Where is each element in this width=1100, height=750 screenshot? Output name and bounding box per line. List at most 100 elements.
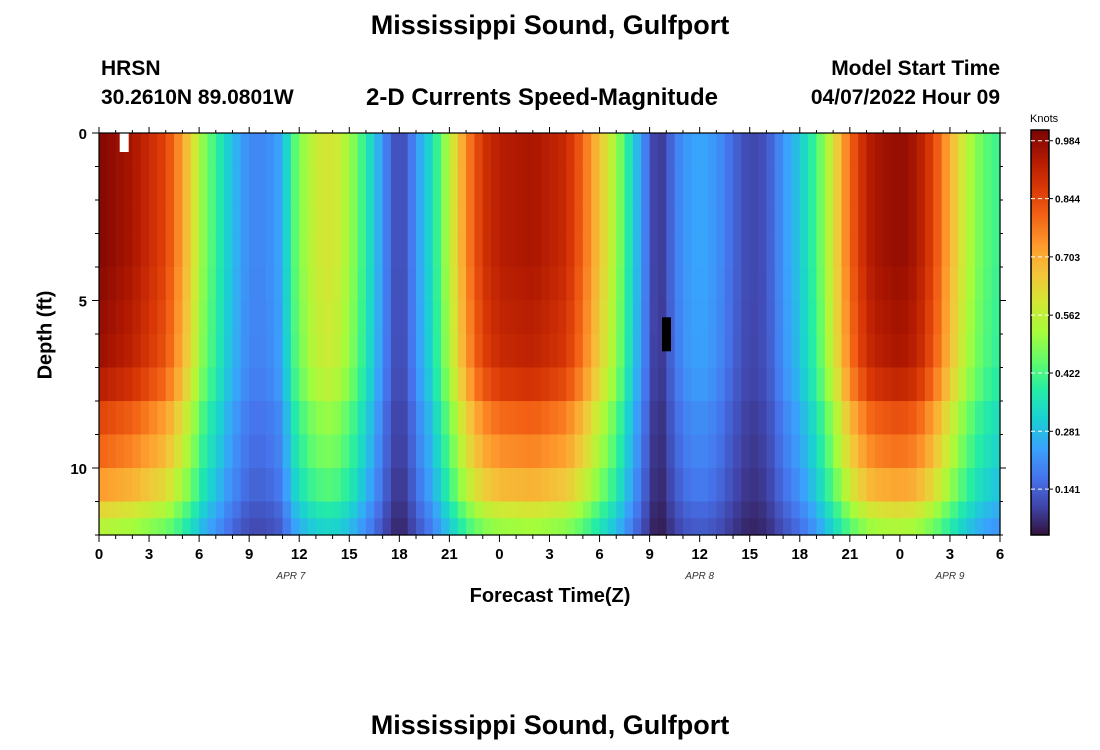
- colorbar-tick-label: 0.141: [1055, 485, 1080, 496]
- heatmap-cell: [215, 434, 225, 469]
- heatmap-cell: [816, 300, 826, 335]
- heatmap-cell: [666, 233, 676, 268]
- heatmap-cell: [733, 434, 742, 469]
- heatmap-cell: [724, 518, 734, 536]
- heatmap-cell: [791, 200, 801, 235]
- heatmap-cell: [966, 434, 976, 469]
- heatmap-cell: [207, 518, 217, 536]
- heatmap-cell: [716, 518, 726, 536]
- heatmap-cell: [933, 233, 943, 268]
- heatmap-cell: [699, 166, 709, 201]
- y-tick-label: 5: [79, 294, 87, 311]
- heatmap-cell: [833, 367, 843, 402]
- heatmap-cell: [374, 468, 384, 503]
- heatmap-cell: [290, 133, 300, 168]
- heatmap-cell: [783, 434, 793, 469]
- heatmap-cell: [966, 233, 976, 268]
- heatmap-cell: [207, 367, 217, 402]
- heatmap-cell: [399, 166, 409, 201]
- heatmap-cell: [399, 518, 409, 536]
- heatmap-cell: [841, 518, 851, 536]
- heatmap-cell: [958, 434, 968, 469]
- heatmap-cell: [716, 233, 726, 268]
- heatmap-cell: [349, 367, 359, 402]
- heatmap-cell: [274, 468, 284, 503]
- heatmap-cell: [557, 518, 567, 536]
- heatmap-cell: [199, 367, 209, 402]
- heatmap-cell: [783, 200, 793, 235]
- heatmap-cell: [532, 267, 542, 302]
- heatmap-cell: [699, 300, 709, 335]
- heatmap-cell: [641, 334, 651, 369]
- heatmap-cell: [616, 233, 626, 268]
- heatmap-cell: [424, 501, 434, 519]
- heatmap-cell: [532, 166, 542, 201]
- colorbar-tick-label: 0.703: [1055, 253, 1080, 264]
- heatmap-cell: [482, 434, 492, 469]
- heatmap-cell: [799, 300, 809, 335]
- heatmap-cell: [432, 468, 442, 503]
- heatmap-cell: [599, 267, 609, 302]
- heatmap-cell: [332, 434, 342, 469]
- heatmap-cell: [649, 267, 659, 302]
- heatmap-cell: [574, 334, 584, 369]
- heatmap-cell: [541, 434, 551, 469]
- heatmap-cell: [958, 233, 968, 268]
- heatmap-cell: [582, 401, 592, 436]
- heatmap-cell: [232, 367, 242, 402]
- heatmap-cell: [340, 401, 350, 436]
- heatmap-cell: [866, 401, 876, 436]
- heatmap-cell: [908, 267, 918, 302]
- heatmap-cell: [599, 468, 609, 503]
- x-tick-label: 18: [391, 546, 408, 563]
- heatmap-cell: [616, 518, 626, 536]
- heatmap-cell: [165, 334, 175, 369]
- heatmap-cell: [474, 200, 484, 235]
- heatmap-cell: [916, 267, 926, 302]
- heatmap-cell: [132, 200, 142, 235]
- heatmap-cell: [766, 200, 776, 235]
- heatmap-cell: [949, 267, 959, 302]
- x-tick-label: 21: [841, 546, 858, 563]
- heatmap-cell: [541, 401, 551, 436]
- heatmap-cell: [616, 166, 626, 201]
- heatmap-cell: [908, 200, 918, 235]
- heatmap-cell: [299, 233, 309, 268]
- heatmap-cell: [566, 334, 576, 369]
- heatmap-cell: [249, 518, 259, 536]
- heatmap-cell: [983, 367, 993, 402]
- heatmap-cell: [833, 401, 843, 436]
- heatmap-cell: [733, 300, 742, 335]
- heatmap-cell: [958, 267, 968, 302]
- heatmap-cell: [340, 133, 350, 168]
- heatmap-cell: [132, 300, 142, 335]
- heatmap-cell: [616, 434, 626, 469]
- heatmap-cell: [799, 468, 809, 503]
- heatmap-cell: [774, 166, 784, 201]
- heatmap-cell: [441, 518, 450, 536]
- heatmap-cell: [240, 233, 250, 268]
- heatmap-cell: [841, 401, 851, 436]
- heatmap-cell: [774, 267, 784, 302]
- heatmap-cell: [674, 401, 684, 436]
- heatmap-cell: [708, 501, 717, 519]
- heatmap-cell: [232, 267, 242, 302]
- heatmap-cell: [482, 367, 492, 402]
- heatmap-cell: [866, 518, 876, 536]
- heatmap-cell: [140, 166, 150, 201]
- heatmap-cell: [149, 300, 158, 335]
- heatmap-cell: [507, 334, 517, 369]
- heatmap-cell: [808, 133, 818, 168]
- heatmap-cell: [924, 267, 934, 302]
- colorbar-gradient: [1030, 129, 1050, 536]
- heatmap-cell: [549, 334, 559, 369]
- heatmap-cell: [908, 300, 918, 335]
- heatmap-cell: [908, 133, 918, 168]
- heatmap-cell: [374, 166, 384, 201]
- heatmap-cell: [374, 501, 384, 519]
- heatmap-cell: [107, 501, 117, 519]
- heatmap-cell: [991, 200, 1001, 235]
- heatmap-cell: [324, 468, 334, 503]
- heatmap-cell: [591, 468, 601, 503]
- heatmap-cell: [574, 401, 584, 436]
